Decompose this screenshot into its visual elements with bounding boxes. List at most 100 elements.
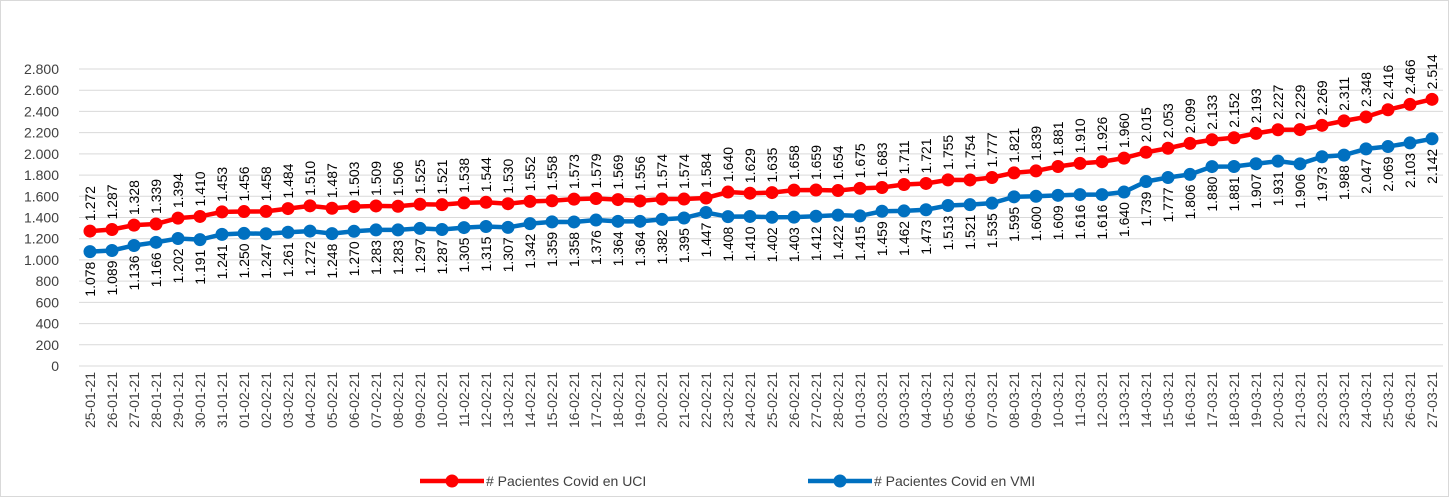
- data-label: 1.658: [786, 145, 802, 180]
- data-label: 1.283: [368, 240, 384, 275]
- data-label: 1.574: [676, 154, 692, 189]
- data-label: 1.521: [434, 159, 450, 194]
- x-tick-label: 08-02-21: [390, 372, 406, 428]
- data-point: [545, 215, 559, 229]
- data-point: [897, 178, 911, 192]
- x-tick-label: 04-03-21: [918, 372, 934, 428]
- data-label: 1.569: [610, 154, 626, 189]
- data-point: [875, 204, 889, 218]
- data-label: 1.241: [214, 244, 230, 279]
- x-tick-label: 31-01-21: [214, 372, 230, 428]
- x-tick-label: 25-02-21: [764, 372, 780, 428]
- data-point: [479, 220, 493, 234]
- data-label: 2.227: [1270, 85, 1286, 120]
- legend-marker: [445, 474, 459, 488]
- data-label: 1.462: [896, 221, 912, 256]
- data-label: 1.616: [1094, 204, 1110, 239]
- data-point: [589, 213, 603, 227]
- data-point: [655, 192, 669, 206]
- data-label: 1.806: [1182, 184, 1198, 219]
- data-point: [1381, 103, 1395, 117]
- data-point: [919, 203, 933, 217]
- data-point: [655, 212, 669, 226]
- data-label: 1.544: [478, 157, 494, 192]
- data-point: [1051, 188, 1065, 202]
- data-label: 1.458: [258, 166, 274, 201]
- data-point: [1183, 167, 1197, 181]
- data-label: 1.584: [698, 153, 714, 188]
- y-tick-label: 2.800: [24, 61, 59, 77]
- data-point: [567, 215, 581, 229]
- x-tick-label: 11-02-21: [456, 372, 472, 427]
- x-tick-label: 21-03-21: [1292, 372, 1308, 428]
- x-tick-label: 07-03-21: [984, 372, 1000, 428]
- data-point: [193, 233, 207, 247]
- x-tick-label: 01-02-21: [236, 372, 252, 428]
- data-label: 1.777: [984, 132, 1000, 167]
- data-label: 1.136: [126, 255, 142, 290]
- data-label: 1.509: [368, 161, 384, 196]
- data-label: 1.721: [918, 138, 934, 173]
- data-label: 1.456: [236, 166, 252, 201]
- x-tick-label: 26-03-21: [1402, 372, 1418, 428]
- data-label: 1.376: [588, 230, 604, 265]
- data-label: 1.272: [302, 241, 318, 276]
- data-point: [1227, 159, 1241, 173]
- data-label: 1.609: [1050, 205, 1066, 240]
- x-tick-label: 23-02-21: [720, 372, 736, 428]
- data-label: 1.821: [1006, 128, 1022, 163]
- data-point: [347, 200, 361, 214]
- data-label: 1.191: [192, 249, 208, 284]
- x-tick-label: 02-03-21: [874, 372, 890, 428]
- data-label: 1.926: [1094, 116, 1110, 151]
- data-label: 1.521: [962, 214, 978, 249]
- x-tick-label: 08-03-21: [1006, 372, 1022, 428]
- data-label: 1.315: [478, 236, 494, 271]
- data-point: [369, 199, 383, 213]
- data-label: 2.269: [1314, 80, 1330, 115]
- data-label: 1.408: [720, 226, 736, 261]
- x-tick-label: 24-03-21: [1358, 372, 1374, 428]
- data-label: 1.358: [566, 232, 582, 267]
- x-tick-label: 14-03-21: [1138, 372, 1154, 428]
- y-tick-label: 2.600: [24, 82, 59, 98]
- data-point: [413, 197, 427, 211]
- data-point: [303, 199, 317, 213]
- data-point: [105, 243, 119, 257]
- data-point: [1029, 189, 1043, 203]
- x-tick-label: 22-03-21: [1314, 372, 1330, 428]
- data-label: 2.229: [1292, 84, 1308, 119]
- y-tick-label: 1.400: [24, 210, 59, 226]
- data-point: [215, 205, 229, 219]
- data-point: [1227, 131, 1241, 145]
- data-point: [83, 245, 97, 259]
- data-point: [215, 227, 229, 241]
- x-tick-label: 17-02-21: [588, 372, 604, 428]
- x-tick-label: 24-02-21: [742, 372, 758, 428]
- data-label: 2.193: [1248, 88, 1264, 123]
- data-point: [963, 198, 977, 212]
- data-point: [1073, 156, 1087, 170]
- data-point: [237, 205, 251, 219]
- data-label: 1.089: [104, 260, 120, 295]
- data-label: 1.600: [1028, 206, 1044, 241]
- data-label: 1.907: [1248, 174, 1264, 209]
- x-tick-label: 05-02-21: [324, 372, 340, 428]
- x-tick-label: 26-01-21: [104, 372, 120, 428]
- data-point: [83, 224, 97, 238]
- y-tick-label: 400: [36, 316, 60, 332]
- data-label: 1.552: [522, 156, 538, 191]
- data-point: [611, 214, 625, 228]
- data-point: [787, 210, 801, 224]
- data-point: [677, 192, 691, 206]
- data-point: [457, 221, 471, 235]
- y-tick-label: 2.400: [24, 103, 59, 119]
- data-point: [963, 173, 977, 187]
- data-point: [699, 206, 713, 220]
- x-tick-label: 15-03-21: [1160, 372, 1176, 428]
- data-label: 1.654: [830, 145, 846, 180]
- y-tick-label: 1.200: [24, 231, 59, 247]
- data-label: 2.099: [1182, 98, 1198, 133]
- data-point: [479, 195, 493, 209]
- data-label: 1.307: [500, 237, 516, 272]
